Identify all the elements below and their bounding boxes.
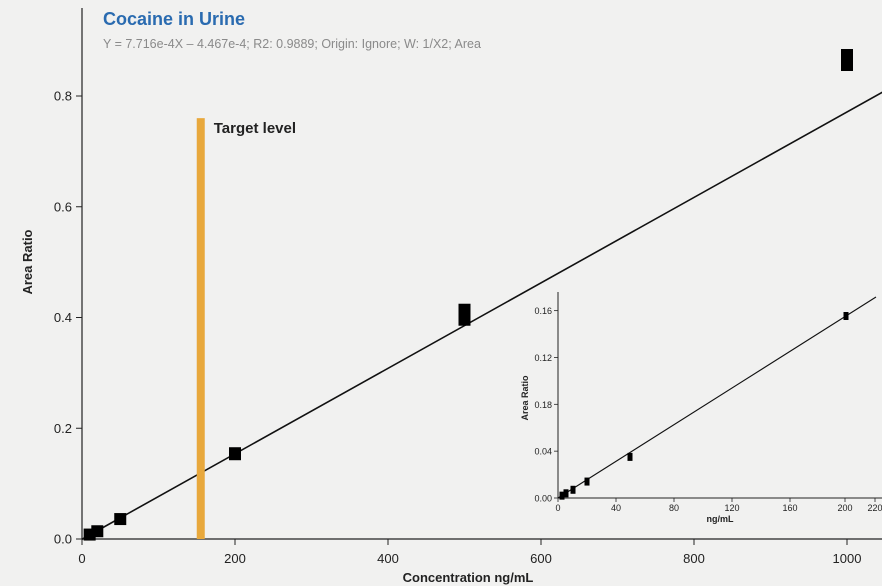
inset-x-axis-label: ng/mL [707, 514, 734, 524]
inset-data-point [559, 491, 565, 500]
inset-y-tick-label: 0.18 [534, 400, 552, 410]
inset-y-axis-label: Area Ratio [520, 375, 530, 421]
chart-title: Cocaine in Urine [103, 9, 246, 29]
data-point [114, 513, 127, 526]
x-tick-label: 600 [530, 551, 552, 566]
inset-y-tick-label: 0.04 [534, 447, 552, 457]
inset-regression-line [557, 296, 877, 499]
inset-y-tick-label: 0.12 [534, 353, 552, 363]
regression-line [81, 91, 882, 540]
inset-x-tick-label: 160 [782, 503, 797, 513]
y-tick-label: 0.4 [54, 310, 72, 325]
inset-x-tick-label: 220 [867, 503, 882, 513]
inset-x-tick-label: 120 [724, 503, 739, 513]
data-point [841, 49, 853, 72]
y-tick-label: 0.6 [54, 199, 72, 214]
inset-x-tick-label: 80 [669, 503, 679, 513]
target-level-bar [196, 118, 205, 540]
inset-data-point [563, 489, 569, 498]
x-tick-label: 0 [78, 551, 85, 566]
inset-x-tick-label: 200 [837, 503, 852, 513]
x-tick-label: 800 [683, 551, 705, 566]
x-tick-label: 400 [377, 551, 399, 566]
inset-data-point [627, 452, 633, 461]
y-tick-label: 0.0 [54, 532, 72, 547]
data-point [458, 303, 471, 326]
x-tick-label: 1000 [833, 551, 862, 566]
data-point [91, 525, 104, 538]
x-axis-label: Concentration ng/mL [403, 570, 534, 585]
chart-subtitle: Y = 7.716e-4X – 4.467e-4; R2: 0.9889; Or… [103, 37, 481, 51]
inset-x-tick-label: 0 [555, 503, 560, 513]
y-axis-label: Area Ratio [20, 229, 35, 294]
inset-data-point [584, 477, 590, 486]
y-tick-label: 0.8 [54, 89, 72, 104]
target-level-label: Target level [214, 120, 296, 137]
y-tick-label: 0.2 [54, 421, 72, 436]
data-point [229, 447, 241, 461]
inset-data-point [570, 485, 576, 494]
inset-y-tick-label: 0.00 [534, 494, 552, 504]
inset-x-tick-label: 40 [611, 503, 621, 513]
inset-data-point [843, 312, 849, 320]
x-tick-label: 200 [224, 551, 246, 566]
inset-y-tick-label: 0.16 [534, 306, 552, 316]
